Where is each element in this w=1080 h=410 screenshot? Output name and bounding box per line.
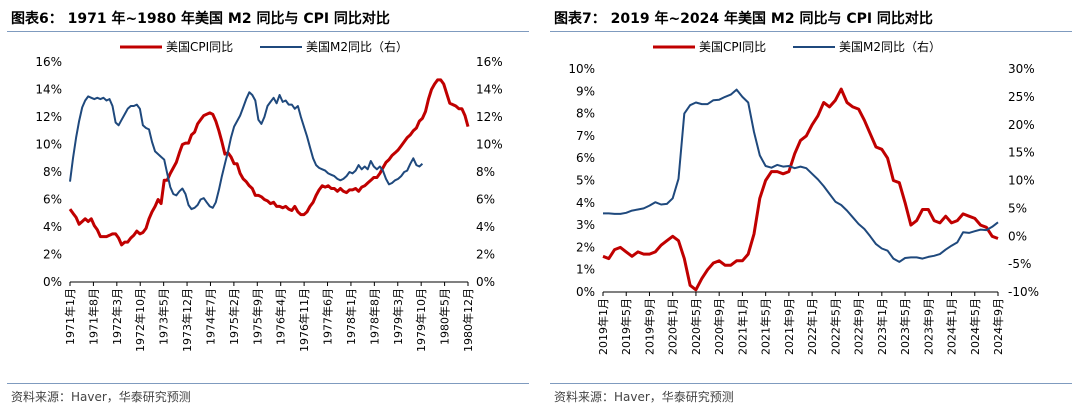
x-tick-label: 2021年1月	[735, 298, 749, 355]
y-right-tick-label: 10%	[476, 138, 503, 152]
x-tick-label: 2024年1月	[945, 298, 959, 355]
x-tick-label: 1976年4月	[274, 288, 288, 345]
title-divider	[550, 31, 1072, 32]
y-left-tick-label: 6%	[43, 193, 62, 207]
line-chart: 0% 2% 4% 6% 8% 10% 12% 14% 16% 0% 2% 4% 6% 8% 10% 12% 14…	[35, 39, 503, 352]
y-right-tick-label: 12%	[476, 110, 503, 124]
x-tick-label: 1971年1月	[63, 288, 77, 345]
x-tick-label: 2023年9月	[921, 298, 935, 355]
y-left-tick-label: 3%	[576, 218, 595, 232]
y-right-tick-label: 8%	[476, 165, 495, 179]
y-right-tick-label: 14%	[476, 83, 503, 97]
legend-label-cpi: 美国CPI同比	[699, 40, 766, 54]
legend-label-m2: 美国M2同比（右）	[839, 39, 941, 54]
y-right-tick-label: 16%	[476, 55, 503, 69]
x-tick-label: 2024年9月	[991, 298, 1005, 355]
x-tick-label: 1973年12月	[180, 288, 194, 352]
x-tick-label: 1971年8月	[86, 288, 100, 345]
x-tick-label: 2022年1月	[805, 298, 819, 355]
series-line-cpi	[68, 78, 470, 247]
series-line-m2	[603, 88, 999, 263]
source-note: 资料来源：Haver，华泰研究预测	[11, 390, 191, 404]
x-tick-label: 1979年3月	[391, 288, 405, 345]
y-left-tick-label: 8%	[43, 165, 62, 179]
x-tick-label: 1980年12月	[461, 288, 475, 352]
x-tick-label: 2020年9月	[712, 298, 726, 355]
x-tick-label: 1978年8月	[367, 288, 381, 345]
x-tick-label: 1980年5月	[438, 288, 452, 345]
x-tick-label: 2019年9月	[642, 298, 656, 355]
y-right-tick-label: 30%	[1008, 62, 1035, 76]
x-tick-label: 2021年5月	[759, 298, 773, 355]
source-divider	[7, 383, 529, 384]
y-left-tick-label: 10%	[35, 138, 62, 152]
x-tick-label: 2023年5月	[898, 298, 912, 355]
x-tick-label: 1977年6月	[321, 288, 335, 345]
x-tick-label: 2021年9月	[782, 298, 796, 355]
x-tick-label: 2020年1月	[666, 298, 680, 355]
x-tick-label: 1979年10月	[414, 288, 428, 352]
y-left-tick-label: 1%	[576, 263, 595, 277]
legend-label-cpi: 美国CPI同比	[166, 40, 233, 54]
y-right-tick-label: -10%	[1008, 285, 1039, 299]
x-tick-label: 2022年9月	[852, 298, 866, 355]
line-chart: 0% 1% 2% 3% 4% 5% 6% 7% 8% 9% 10% -10% -5% 0% 5% 10% 15%…	[568, 39, 1039, 355]
y-right-tick-label: 25%	[1008, 90, 1035, 104]
y-right-tick-label: 0%	[1008, 229, 1027, 243]
y-left-tick-label: 4%	[43, 220, 62, 234]
y-left-tick-label: 8%	[576, 107, 595, 121]
y-right-tick-label: -5%	[1008, 257, 1031, 271]
y-left-tick-label: 2%	[576, 240, 595, 254]
x-tick-label: 2019年5月	[619, 298, 633, 355]
y-left-tick-label: 5%	[576, 174, 595, 188]
x-tick-label: 1974年7月	[203, 288, 217, 345]
x-tick-label: 1972年10月	[133, 288, 147, 352]
y-left-tick-label: 14%	[35, 83, 62, 97]
y-right-tick-label: 5%	[1008, 201, 1027, 215]
source-divider	[550, 383, 1072, 384]
series-line-cpi	[602, 87, 999, 292]
y-right-tick-label: 10%	[1008, 174, 1035, 188]
y-left-tick-label: 12%	[35, 110, 62, 124]
chart-panel-2: 图表7： 2019 年~2024 年美国 M2 同比与 CPI 同比对比 0% 1…	[548, 0, 1078, 410]
y-left-tick-label: 6%	[576, 151, 595, 165]
y-right-tick-label: 15%	[1008, 146, 1035, 160]
x-tick-label: 2024年5月	[968, 298, 982, 355]
y-right-tick-label: 6%	[476, 193, 495, 207]
y-right-tick-label: 4%	[476, 220, 495, 234]
x-tick-label: 1978年1月	[344, 288, 358, 345]
x-tick-label: 2022年5月	[828, 298, 842, 355]
source-note: 资料来源：Haver，华泰研究预测	[554, 390, 734, 404]
y-left-tick-label: 16%	[35, 55, 62, 69]
x-tick-label: 2020年5月	[689, 298, 703, 355]
y-left-tick-label: 9%	[576, 84, 595, 98]
y-right-tick-label: 0%	[476, 275, 495, 289]
x-tick-label: 1976年11月	[297, 288, 311, 352]
y-left-tick-label: 4%	[576, 196, 595, 210]
chart-title: 图表7： 2019 年~2024 年美国 M2 同比与 CPI 同比对比	[554, 11, 933, 27]
y-left-tick-label: 0%	[576, 285, 595, 299]
y-right-tick-label: 2%	[476, 248, 495, 262]
y-left-tick-label: 7%	[576, 129, 595, 143]
x-tick-label: 2023年1月	[875, 298, 889, 355]
chart-title: 图表6： 1971 年~1980 年美国 M2 同比与 CPI 同比对比	[11, 11, 390, 27]
title-divider	[7, 31, 529, 32]
x-tick-label: 1972年3月	[110, 288, 124, 345]
x-tick-label: 1975年9月	[250, 288, 264, 345]
chart-panel-1: 图表6： 1971 年~1980 年美国 M2 同比与 CPI 同比对比 0% 2…	[5, 0, 535, 410]
y-left-tick-label: 0%	[43, 275, 62, 289]
legend-label-m2: 美国M2同比（右）	[306, 39, 408, 54]
y-left-tick-label: 2%	[43, 248, 62, 262]
series-line-m2	[69, 91, 424, 211]
y-left-tick-label: 10%	[568, 62, 595, 76]
x-tick-label: 2019年1月	[596, 298, 610, 355]
x-tick-label: 1975年2月	[227, 288, 241, 345]
y-right-tick-label: 20%	[1008, 118, 1035, 132]
x-tick-label: 1973年5月	[157, 288, 171, 345]
